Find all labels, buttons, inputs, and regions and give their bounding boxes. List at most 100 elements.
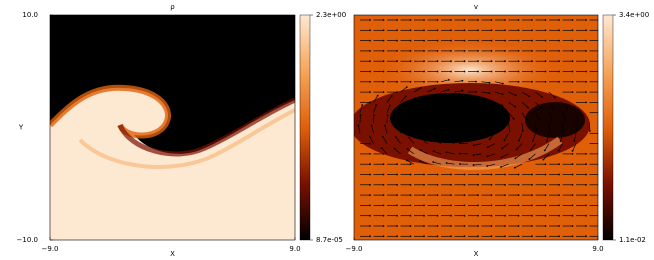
vector-arrow-head bbox=[544, 60, 547, 63]
vector-arrow-head bbox=[459, 163, 461, 165]
vector-arrow-head bbox=[436, 80, 439, 83]
vector-arrow-head bbox=[423, 39, 425, 42]
vector-arrow-head bbox=[477, 70, 479, 73]
vector-arrow-head bbox=[477, 29, 479, 32]
x-tick-label: 9.0 bbox=[289, 245, 300, 253]
vector-arrow-head bbox=[368, 135, 371, 138]
vector-arrow-head bbox=[571, 173, 574, 176]
vector-arrow-head bbox=[571, 149, 574, 152]
vector-arrow-head bbox=[409, 225, 412, 227]
vector-arrow bbox=[419, 160, 428, 165]
vector-arrow-head bbox=[427, 114, 430, 116]
vector-arrow-head bbox=[544, 39, 547, 42]
vector-arrow-head bbox=[504, 50, 506, 52]
vector-arrow-head bbox=[554, 96, 556, 99]
vector-arrow-head bbox=[359, 114, 362, 116]
vector-arrow-head bbox=[599, 112, 601, 114]
vector-arrow-head bbox=[544, 214, 547, 217]
vector-arrow-head bbox=[486, 146, 489, 149]
vector-arrow-head bbox=[409, 163, 412, 166]
vector-arrow-head bbox=[382, 60, 385, 63]
vector-arrow-head bbox=[517, 60, 520, 63]
vector-arrow-head bbox=[585, 19, 587, 21]
vector-arrow-head bbox=[558, 70, 560, 73]
vector-arrow-head bbox=[544, 204, 547, 207]
vector-arrow-head bbox=[436, 70, 439, 73]
vector-arrow-head bbox=[573, 140, 576, 143]
vector-arrow-head bbox=[575, 130, 578, 132]
vector-arrow-head bbox=[407, 136, 410, 139]
colorbar-tick-label: 8.7e-05 bbox=[316, 236, 343, 244]
vector-arrow-head bbox=[409, 39, 412, 42]
vector-arrow-head bbox=[517, 139, 520, 142]
vector-arrow-head bbox=[558, 80, 560, 83]
vector-arrow-head bbox=[559, 140, 562, 142]
vector-arrow-head bbox=[529, 149, 532, 151]
vector-arrow-head bbox=[463, 19, 466, 21]
vector-arrow-head bbox=[396, 235, 398, 238]
vector-arrow-head bbox=[531, 29, 533, 32]
vector-arrow bbox=[386, 95, 392, 103]
vector-arrow-head bbox=[396, 204, 398, 207]
vector-arrow-head bbox=[541, 95, 543, 98]
vector-arrow-head bbox=[531, 19, 533, 21]
vector-arrow-head bbox=[544, 235, 547, 238]
vector-arrow-head bbox=[459, 131, 461, 134]
vector-arrow bbox=[373, 105, 377, 113]
vector-arrow-head bbox=[585, 80, 587, 83]
vector-arrow bbox=[447, 128, 455, 134]
vector-arrow bbox=[369, 136, 374, 144]
vector-arrow-head bbox=[488, 81, 491, 84]
vector-arrow-head bbox=[435, 126, 438, 128]
vector-arrow-head bbox=[544, 19, 547, 21]
vector-arrow-head bbox=[477, 235, 479, 238]
vector-arrow bbox=[501, 143, 509, 149]
vector-arrow-head bbox=[382, 235, 385, 238]
vector-arrow-head bbox=[486, 155, 489, 158]
vector-arrow-head bbox=[382, 153, 385, 155]
vector-arrow bbox=[446, 151, 455, 155]
vector-arrow-head bbox=[409, 173, 412, 176]
vector-arrow-head bbox=[460, 108, 463, 111]
vector-arrow-head bbox=[447, 78, 450, 81]
vector-arrow-head bbox=[501, 104, 504, 107]
vector-arrow bbox=[575, 112, 579, 121]
vector-arrow bbox=[382, 136, 388, 144]
vector-arrow-head bbox=[406, 159, 408, 162]
vector-arrow-head bbox=[369, 70, 371, 73]
vector-arrow-head bbox=[501, 147, 504, 150]
vector-arrow-head bbox=[515, 148, 518, 151]
vector-arrow bbox=[440, 89, 449, 93]
vector-arrow-head bbox=[544, 194, 547, 197]
vector-arrow bbox=[427, 88, 435, 93]
vector-arrow bbox=[572, 143, 577, 151]
vector-arrow-head bbox=[450, 70, 452, 73]
vector-arrow-head bbox=[599, 81, 601, 83]
vector-arrow-head bbox=[504, 194, 506, 197]
vector-arrow-head bbox=[513, 166, 516, 169]
vector-arrow-head bbox=[472, 154, 475, 156]
vector-arrow-head bbox=[369, 50, 371, 52]
vector-arrow-head bbox=[369, 183, 371, 186]
x-tick-label: −9.0 bbox=[42, 245, 59, 253]
vector-arrow-head bbox=[531, 60, 533, 63]
vector-arrow-head bbox=[599, 205, 601, 207]
vector-arrow-head bbox=[450, 173, 452, 176]
vector-arrow bbox=[487, 163, 496, 167]
vector-arrow-head bbox=[504, 60, 506, 63]
vector-arrow bbox=[558, 143, 563, 151]
vector-arrow-head bbox=[558, 183, 560, 186]
vector-arrow bbox=[487, 143, 496, 148]
vector-arrow-head bbox=[382, 80, 385, 83]
vector-arrow-head bbox=[514, 157, 517, 160]
vector-arrow-head bbox=[585, 153, 587, 155]
vector-arrow-head bbox=[369, 142, 371, 145]
vector-arrow-head bbox=[409, 80, 412, 83]
vector-arrow-head bbox=[422, 125, 425, 128]
vector-arrow-head bbox=[474, 119, 477, 122]
vector-arrow-head bbox=[490, 214, 493, 217]
vector-arrow bbox=[400, 114, 402, 124]
vector-arrow-head bbox=[544, 50, 547, 52]
vector-arrow-head bbox=[490, 183, 493, 186]
vector-arrow-head bbox=[544, 225, 547, 227]
